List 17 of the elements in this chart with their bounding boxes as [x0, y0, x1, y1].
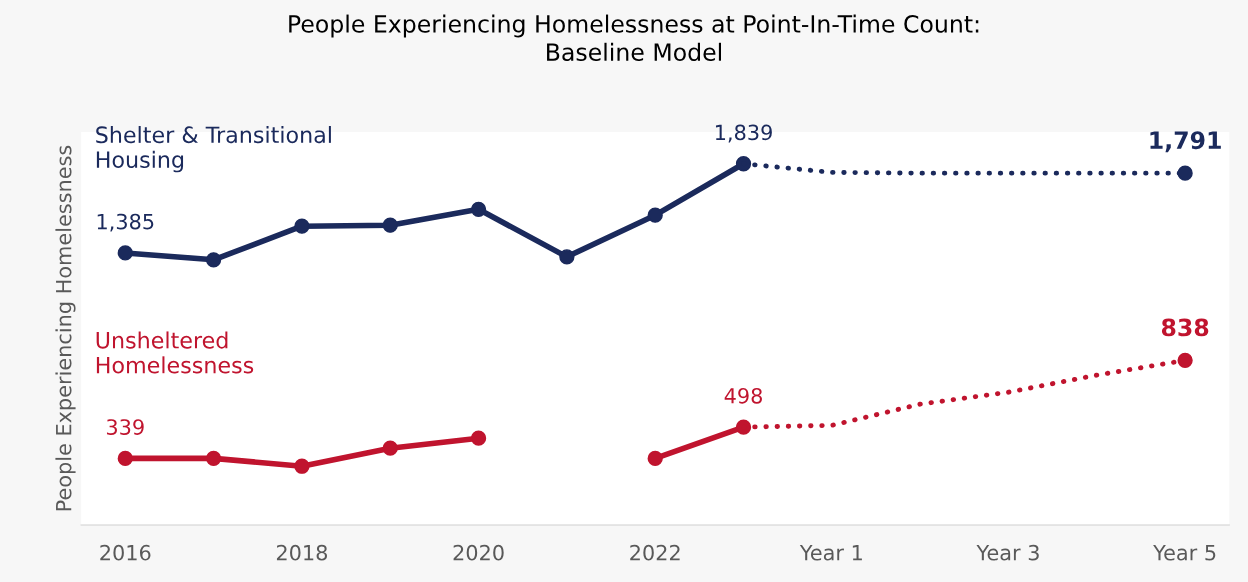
x-tick-label: 2022 [630, 544, 680, 561]
y-axis-title: People Experiencing Homelessness [55, 145, 76, 511]
x-tick-label: 2020 [453, 544, 504, 561]
text: Shelter & Transitional Housing [96, 125, 331, 173]
x-tick-label: 2018 [276, 544, 327, 561]
data-label: 339 [106, 419, 144, 435]
data-label: 1,839 [715, 124, 772, 143]
data-label: 1,385 [97, 213, 154, 232]
x-tick-label: Year 5 [1153, 545, 1216, 561]
data-label: 498 [724, 387, 762, 404]
data-label: 1,791 [1150, 131, 1221, 153]
x-tick-label: Year 1 [799, 545, 862, 561]
x-tick-label: Year 3 [976, 544, 1039, 561]
x-tick-label: 2016 [100, 544, 151, 561]
data-label: 838 [1161, 318, 1209, 337]
text: Unsheltered Homelessness [96, 331, 254, 374]
chart-title: People Experiencing Homelessness at Point-In-Time Count: Baseline Model [289, 14, 979, 62]
